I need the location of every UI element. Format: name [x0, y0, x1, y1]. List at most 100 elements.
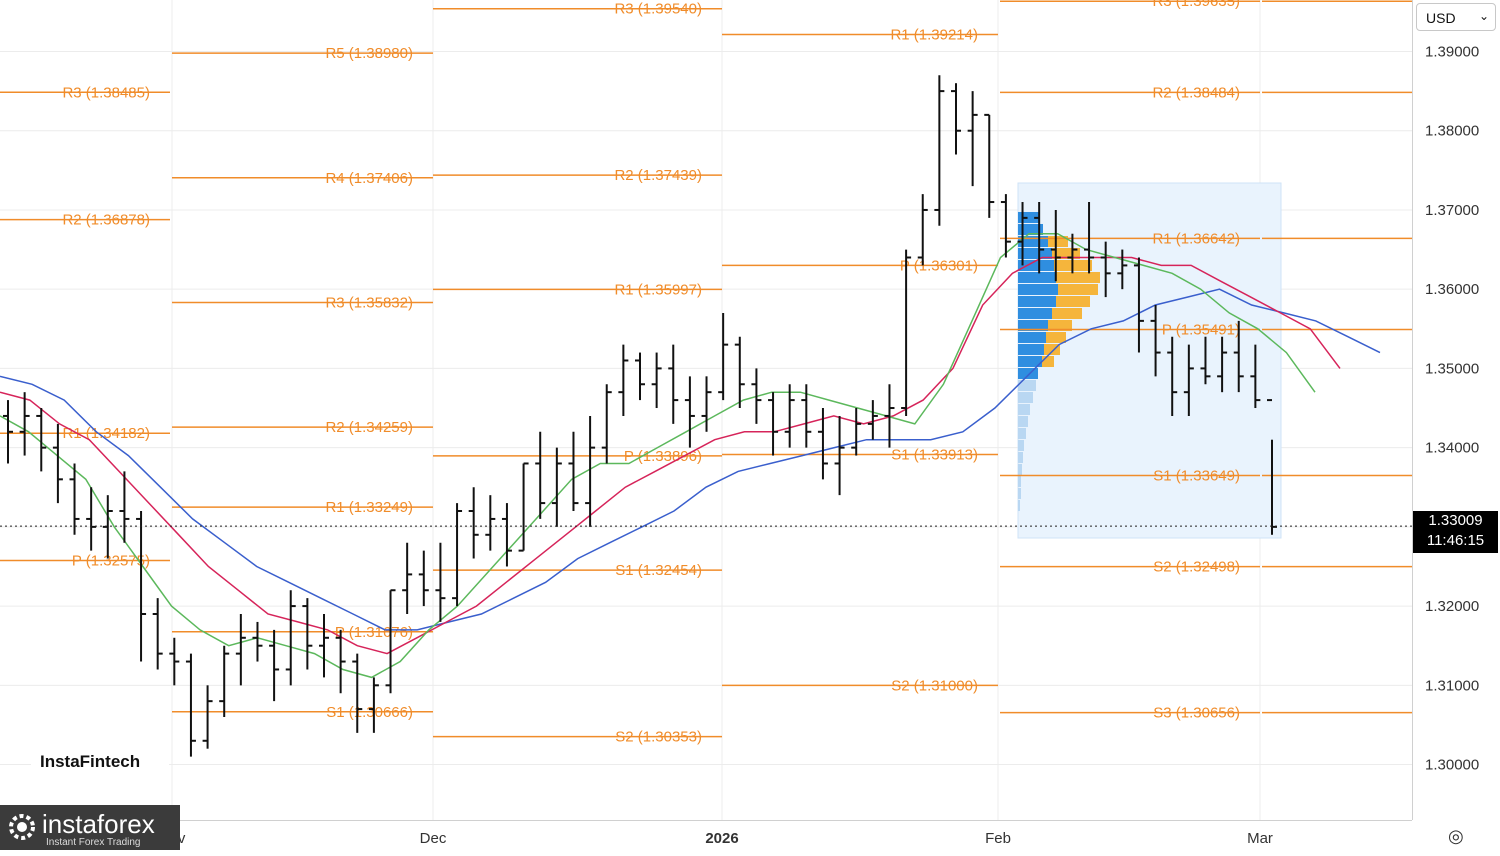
- ohlc-bar: [185, 653, 196, 757]
- currency-label: USD: [1426, 10, 1456, 26]
- ohlc-bar: [418, 550, 429, 607]
- ohlc-bar: [1167, 336, 1178, 416]
- volume-bar-orange: [1044, 344, 1060, 355]
- ohlc-bar: [684, 376, 695, 448]
- pivot-label: S2 (1.31000): [891, 677, 978, 694]
- last-price-value: 1.33009: [1428, 512, 1483, 529]
- pivot-label: S1 (1.33649): [1153, 467, 1240, 484]
- ohlc-bar: [219, 645, 230, 718]
- volume-bar-orange: [1058, 284, 1098, 295]
- ohlc-bar: [984, 113, 995, 218]
- chevron-down-icon: ⌄: [1478, 9, 1489, 23]
- ohlc-bar: [967, 91, 978, 187]
- price-axis[interactable]: 1.39000 1.38000 1.37000 1.36000 1.35000 1.340…: [1412, 0, 1500, 820]
- pivot-label: S1 (1.30666): [326, 704, 413, 721]
- ohlc-bar: [252, 621, 263, 662]
- pivot-label: R4 (1.37406): [325, 170, 413, 187]
- volume-bar-blue: [1018, 392, 1033, 403]
- ohlc-bar: [734, 336, 745, 409]
- pivot-label: S1 (1.32454): [615, 562, 702, 579]
- price-tick-label: 1.31000: [1425, 677, 1479, 694]
- pivot-levels: R3 (1.38485) R2 (1.36878) R1 (1.34182) P (1…: [0, 0, 1412, 746]
- volume-profile: [1017, 182, 1282, 539]
- ohlc-bar: [19, 392, 30, 456]
- ohlc-bar: [585, 415, 596, 527]
- volume-bar-blue: [1018, 296, 1056, 307]
- instafintech-watermark: InstaFintech: [31, 728, 169, 790]
- ohlc-bar: [601, 384, 612, 464]
- ohlc-bar: [1000, 194, 1011, 258]
- price-tick-label: 1.39000: [1425, 43, 1479, 60]
- volume-bar-blue: [1018, 248, 1052, 259]
- ohlc-bar: [535, 431, 546, 519]
- pivot-label: P (1.31676): [335, 624, 413, 641]
- ohlc-bar: [285, 590, 296, 686]
- ohlc-bar: [368, 677, 379, 733]
- ohlc-bar: [884, 384, 895, 448]
- volume-bar-orange: [1056, 296, 1090, 307]
- ohlc-bar: [169, 637, 180, 686]
- ohlc-bar: [801, 384, 812, 448]
- ohlc-bar: [1233, 320, 1244, 393]
- ohlc-bar: [718, 312, 729, 401]
- price-tick-label: 1.36000: [1425, 281, 1479, 298]
- pivot-label: R3 (1.39635): [1152, 0, 1240, 10]
- volume-bar-blue: [1018, 260, 1054, 271]
- volume-bar-blue: [1018, 380, 1036, 391]
- volume-bar-blue: [1018, 344, 1044, 355]
- settings-icon[interactable]: ◎: [1448, 826, 1464, 846]
- chart-grid: [0, 0, 1412, 820]
- price-tick-label: 1.34000: [1425, 440, 1479, 457]
- pivot-label: S2 (1.30353): [615, 729, 702, 746]
- ohlc-bar: [319, 614, 329, 678]
- pivot-label: R1 (1.36642): [1152, 230, 1240, 247]
- ohlc-bar: [851, 408, 862, 456]
- last-price-badge: 1.33009 11:46:15: [1413, 511, 1498, 553]
- pivot-label: R1 (1.35997): [614, 281, 702, 298]
- pivot-label: R3 (1.38485): [62, 84, 150, 101]
- ohlc-bar: [518, 462, 529, 552]
- pivot-label: R3 (1.35832): [325, 294, 413, 311]
- logo-name: instaforex: [42, 809, 155, 839]
- ohlc-bar: [834, 415, 845, 496]
- ohlc-bar: [352, 653, 363, 733]
- price-axis-ticks: 1.39000 1.38000 1.37000 1.36000 1.35000 1.340…: [1425, 43, 1479, 774]
- ohlc-bar: [1017, 202, 1028, 266]
- time-axis[interactable]: NovDec2026FebMar: [0, 820, 1412, 851]
- ohlc-bar: [651, 352, 662, 409]
- ohlc-bar: [1034, 202, 1045, 274]
- ohlc-bar: [551, 447, 562, 527]
- ohlc-bar: [152, 598, 163, 670]
- volume-bar-orange: [1052, 248, 1080, 259]
- volume-bar-blue: [1018, 212, 1040, 223]
- ohlc-bar: [1084, 202, 1095, 274]
- ohlc-bar: [784, 384, 795, 448]
- bar-countdown: 11:46:15: [1426, 532, 1485, 549]
- ohlc-bar: [435, 542, 446, 622]
- ohlc-bar: [86, 487, 97, 551]
- pivot-label: R1 (1.34182): [62, 425, 150, 442]
- pivot-label: R1 (1.33249): [325, 499, 413, 516]
- ohlc-bar: [867, 400, 878, 440]
- volume-bar-blue: [1018, 464, 1022, 475]
- pivot-label: P (1.33896): [624, 448, 702, 465]
- ohlc-bar: [751, 368, 762, 424]
- price-chart[interactable]: R3 (1.38485) R2 (1.36878) R1 (1.34182) P (1…: [0, 0, 1412, 820]
- ohlc-bar: [69, 463, 80, 535]
- ohlc-bar: [52, 423, 63, 504]
- time-tick-label: Mar: [1247, 830, 1273, 847]
- ohlc-bar: [452, 503, 463, 607]
- price-tick-label: 1.30000: [1425, 757, 1479, 774]
- gear-logo-icon: [9, 814, 35, 840]
- ohlc-bar: [1067, 233, 1078, 274]
- volume-bar-blue: [1018, 368, 1038, 379]
- currency-select[interactable]: USD ⌄: [1416, 3, 1496, 31]
- ohlc-bar: [102, 495, 113, 559]
- pivot-label: S1 (1.33913): [891, 447, 978, 464]
- ohlc-bar: [1183, 344, 1194, 416]
- volume-bar-blue: [1018, 500, 1020, 511]
- ohlc-bar: [701, 376, 712, 432]
- ohlc-bar: [668, 344, 679, 424]
- ohlc-bar: [302, 598, 313, 670]
- ohlc-bars: [3, 75, 1277, 757]
